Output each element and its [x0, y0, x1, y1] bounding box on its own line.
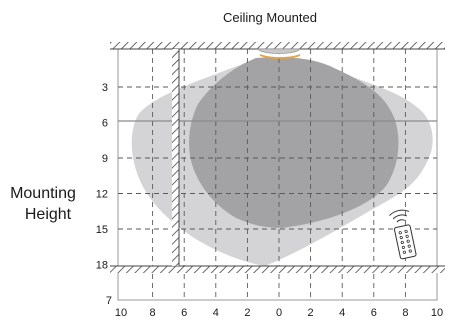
x-tick-label: 6	[181, 307, 187, 319]
x-tick-label: 10	[115, 307, 127, 319]
x-tick-label: 6	[371, 307, 377, 319]
remote-control-icon	[389, 209, 417, 260]
x-tick-label: 4	[339, 307, 345, 319]
y-tick-label: 15	[96, 224, 108, 236]
y-tick-label: 18	[96, 260, 108, 272]
x-tick-label: 4	[213, 307, 219, 319]
x-tick-label: 2	[308, 307, 314, 319]
ceiling-sensor-icon	[257, 48, 301, 59]
mounting-height-label-line2: Height	[25, 206, 72, 223]
x-tick-label: 2	[244, 307, 250, 319]
x-axis-tick-labels: 10 8 6 4 2 0 2 4 6 8 10	[115, 307, 443, 319]
wall-hatch	[172, 49, 179, 266]
y-tick-label: 3	[102, 82, 108, 94]
x-tick-label: 8	[402, 307, 408, 319]
diagram-title: Ceiling Mounted	[223, 10, 317, 25]
inner-detection-zone	[189, 57, 399, 228]
x-tick-label: 0	[276, 307, 282, 319]
grid-lines	[118, 49, 437, 300]
x-tick-label: 10	[431, 307, 443, 319]
ceiling-hatch	[110, 42, 445, 49]
bottom-left-label: 7	[106, 295, 112, 307]
mounting-height-label-line1: Mounting	[10, 185, 76, 202]
x-tick-label: 8	[150, 307, 156, 319]
y-tick-label: 12	[96, 189, 108, 201]
floor-hatch	[110, 266, 445, 273]
y-axis-tick-labels: 3 6 9 12 15 18	[96, 82, 108, 272]
y-tick-label: 6	[102, 118, 108, 130]
y-tick-label: 9	[102, 153, 108, 165]
